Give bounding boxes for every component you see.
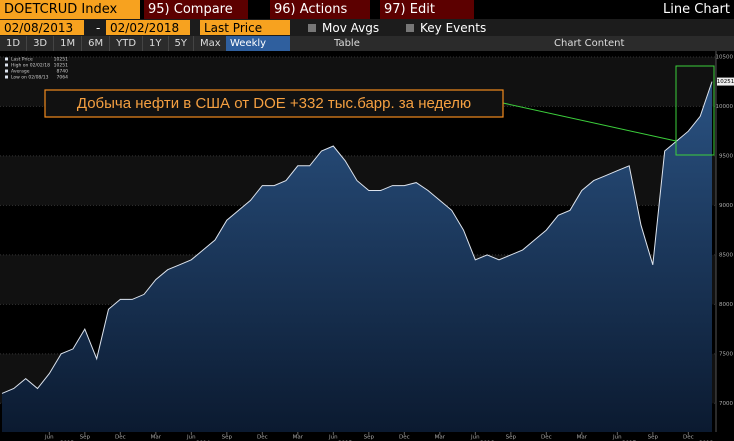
toolbar: DOETCRUD Index 95) Compare 96) Actions 9… — [0, 0, 734, 19]
x-tick-label: Sep — [222, 435, 233, 441]
y-tick-label: 7000 — [719, 401, 733, 407]
frequency-dropdown[interactable]: Weekly — [226, 36, 290, 51]
period-button[interactable]: YTD — [110, 36, 144, 51]
highlight-box — [675, 65, 715, 156]
y-tick-label: 7500 — [719, 351, 733, 357]
y-tick-label: 8500 — [719, 252, 733, 258]
mov-avgs-label: Mov Avgs — [322, 20, 380, 35]
date-dash: - — [96, 20, 101, 35]
x-tick-label: Mar — [577, 435, 588, 441]
period-button[interactable]: 1M — [54, 36, 83, 51]
period-buttons: 1D 3D 1M 6M YTD 1Y 5Y Max — [0, 36, 228, 51]
y-tick-label: 10000 — [716, 104, 734, 110]
area — [2, 81, 712, 432]
period-button[interactable]: 1D — [0, 36, 28, 51]
x-tick-label: Dec — [257, 435, 268, 441]
stat-label: Low on 02/08/13 — [11, 75, 49, 81]
x-tick-label: Dec — [399, 435, 410, 441]
edit-button[interactable]: 97) Edit — [380, 0, 474, 19]
actions-button[interactable]: 96) Actions — [270, 0, 370, 19]
x-tick-label: Jun — [44, 435, 54, 441]
y-tick-label: 9000 — [719, 203, 733, 209]
key-events-checkbox[interactable]: Key Events — [402, 19, 490, 36]
security-field[interactable]: DOETCRUD Index — [0, 0, 140, 19]
annotation-connector — [502, 102, 677, 142]
legend-swatch — [5, 75, 8, 79]
period-bar: 1D 3D 1M 6M YTD 1Y 5Y Max Weekly Table Chart Co… — [0, 36, 734, 51]
x-tick-label: Jun — [186, 435, 196, 441]
x-tick-label: Jun — [328, 435, 338, 441]
key-events-label: Key Events — [420, 20, 487, 35]
end-date[interactable]: 02/02/2018 — [106, 20, 190, 35]
x-tick-label: Dec — [115, 435, 126, 441]
stat-value: 10251 — [54, 63, 68, 69]
stat-label: High on 02/02/18 — [11, 63, 50, 69]
table-button[interactable]: Table — [334, 38, 360, 49]
period-button[interactable]: 6M — [82, 36, 111, 51]
x-tick-label: Mar — [435, 435, 446, 441]
start-date[interactable]: 02/08/2013 — [0, 20, 84, 35]
legend-swatch — [5, 57, 8, 61]
legend-swatch — [5, 63, 8, 67]
x-tick-label: Sep — [80, 435, 91, 441]
x-tick-label: Mar — [151, 435, 162, 441]
y-tick-label: 9500 — [719, 153, 733, 159]
period-button[interactable]: 3D — [27, 36, 55, 51]
stat-value: 8740 — [57, 69, 69, 75]
stat-value: 10251 — [54, 57, 68, 63]
period-button[interactable]: 1Y — [143, 36, 169, 51]
x-tick-label: Sep — [506, 435, 517, 441]
chart-kind: Line Chart — [663, 2, 730, 17]
x-tick-label: Sep — [364, 435, 375, 441]
x-tick-label: Sep — [648, 435, 659, 441]
stat-value: 7064 — [57, 75, 69, 81]
legend-swatch — [5, 69, 8, 73]
annotation-box — [44, 89, 504, 118]
last-price-label: 10251 — [717, 79, 734, 85]
stat-label: Last Price — [11, 57, 33, 63]
controls: 02/08/2013 - 02/02/2018 Last Price Mov A… — [0, 19, 734, 36]
stat-label: Average — [11, 69, 30, 75]
field-dropdown[interactable]: Last Price — [200, 20, 290, 35]
x-tick-label: Dec — [683, 435, 694, 441]
y-tick-label: 10500 — [716, 54, 734, 60]
x-tick-label: Mar — [293, 435, 304, 441]
period-button[interactable]: 5Y — [169, 36, 195, 51]
period-button[interactable]: Max — [194, 36, 228, 51]
y-tick-label: 8000 — [719, 302, 733, 308]
compare-button[interactable]: 95) Compare — [144, 0, 248, 19]
chart-content-button[interactable]: Chart Content — [554, 38, 625, 49]
x-tick-label: Jun — [470, 435, 480, 441]
last-price-tag — [717, 77, 734, 86]
line — [1, 81, 713, 394]
x-tick-label: Jun — [612, 435, 622, 441]
mov-avgs-checkbox[interactable]: Mov Avgs — [304, 19, 383, 36]
x-tick-label: Dec — [541, 435, 552, 441]
annotation: Добыча нефти в США от DOE +332 тыс.барр.… — [77, 95, 471, 112]
chart: 7000 7500 8000 8500 9000 9500 10000 10500 Jun Sep… — [0, 51, 734, 441]
